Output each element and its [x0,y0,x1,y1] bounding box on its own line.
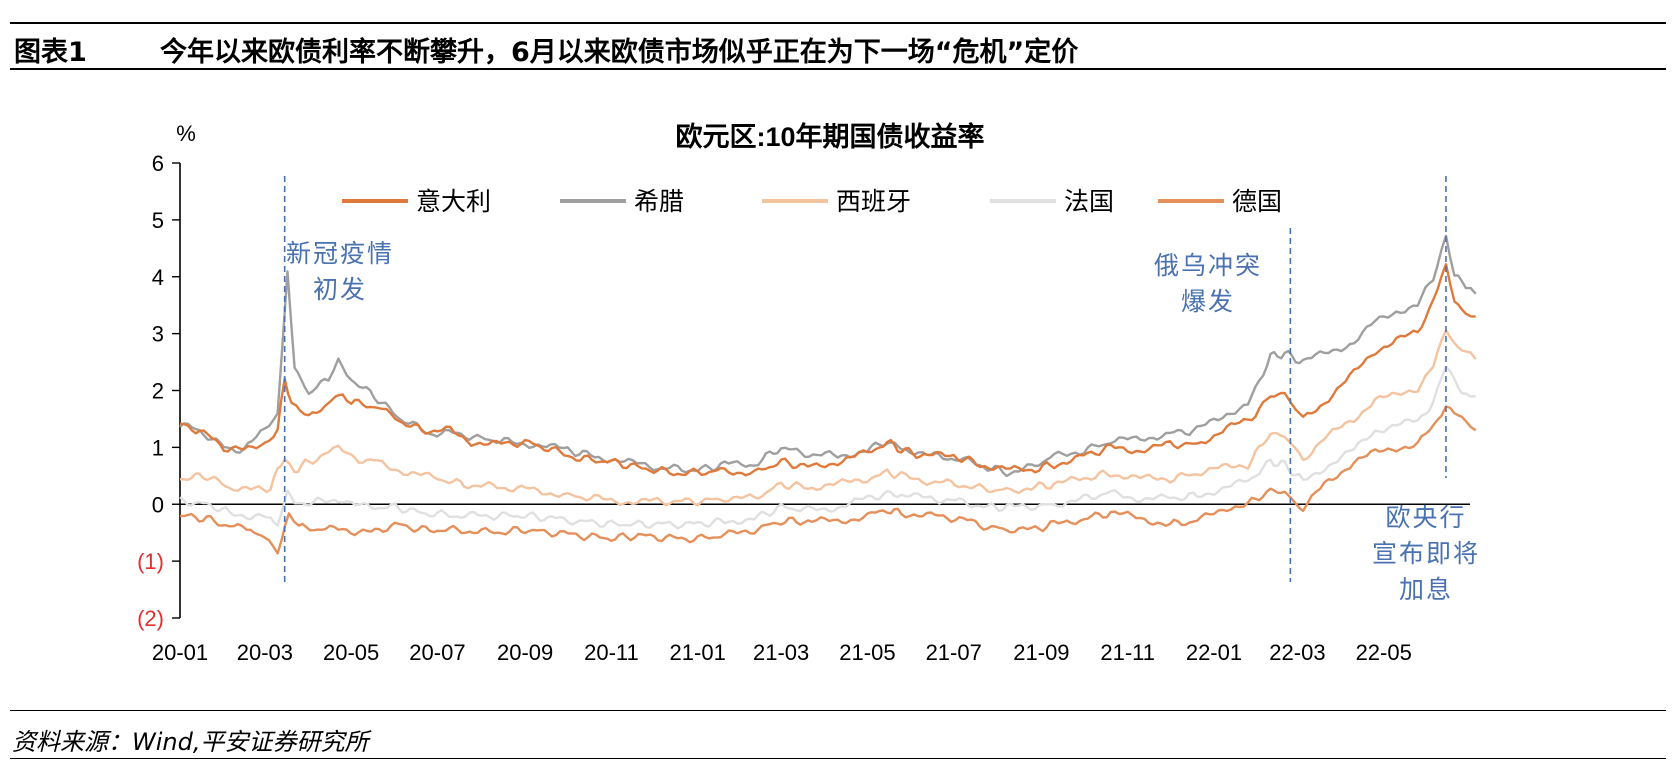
x-tick-label: 22-03 [1269,640,1325,665]
series-line-1 [179,234,1477,478]
x-tick-label: 22-01 [1186,640,1242,665]
x-tick-label: 21-01 [670,640,726,665]
y-axis-unit: % [176,121,196,146]
annotation-text: 加息 [1399,576,1453,604]
legend-label: 希腊 [634,188,684,216]
series-lines [179,234,1477,555]
legend-label: 法国 [1064,188,1114,216]
series-line-0 [179,263,1476,477]
x-tick-label: 22-05 [1356,640,1412,665]
annotation-text: 宣布即将 [1372,540,1480,568]
annotation-text: 俄乌冲突 [1154,252,1262,280]
figure-title: 今年以来欧债利率不断攀升，6月以来欧债市场似乎正在为下一场“危机”定价 [160,37,1079,68]
y-tick-label: 4 [152,265,164,290]
footer-rule-top [10,710,1666,711]
figure-label: 图表1 [14,37,87,68]
series-line-2 [179,329,1477,507]
axes: 6 5 4 3 2 1 0 (1) (2) 20-01 20-03 20-05 20-07 20-09 20… [137,151,1470,665]
y-tick-label: 1 [152,435,164,460]
x-tick-label: 21-05 [839,640,895,665]
y-tick-label: 3 [152,322,164,347]
annotation-text: 欧央行 [1385,504,1466,532]
y-tick-label: 5 [152,208,164,233]
y-tick-label: 6 [152,151,164,176]
y-tick-label: (1) [137,549,164,574]
y-tick-label: 0 [152,492,164,517]
x-tick-label: 21-03 [753,640,809,665]
source-note: 资料来源：Wind,平安证券研究所 [12,728,369,756]
yield-chart: 欧元区:10年期国债收益率 % 6 5 4 3 2 1 0 (1) (2) 20-01 20-03 2… [137,121,1480,665]
chart-title: 欧元区:10年期国债收益率 [675,121,984,152]
figure-header: 图表1 今年以来欧债利率不断攀升，6月以来欧债市场似乎正在为下一场“危机”定价 [10,22,1666,70]
annotation-text: 初发 [313,276,367,304]
x-tick-label: 20-07 [409,640,465,665]
x-tick-label: 20-05 [323,640,379,665]
legend-label: 德国 [1232,188,1282,216]
x-tick-label: 20-09 [497,640,553,665]
legend-label: 西班牙 [836,188,911,216]
y-tick-label: (2) [137,606,164,631]
x-tick-label: 21-09 [1013,640,1069,665]
footer-rule-bottom [10,758,1666,759]
x-tick-label: 20-11 [584,640,639,665]
x-tick-label: 21-07 [926,640,982,665]
legend-label: 意大利 [416,188,491,216]
y-tick-label: 2 [152,379,164,404]
x-tick-label: 20-03 [237,640,293,665]
legend: 意大利 希腊 西班牙 法国 德国 [342,188,1282,216]
annotation-text: 爆发 [1181,288,1235,316]
x-tick-label: 21-11 [1100,640,1155,665]
annotation-text: 新冠疫情 [286,240,394,268]
series-line-4 [179,405,1477,555]
series-line-3 [179,365,1476,530]
x-tick-label: 20-01 [152,640,208,665]
event-markers [283,176,1447,582]
